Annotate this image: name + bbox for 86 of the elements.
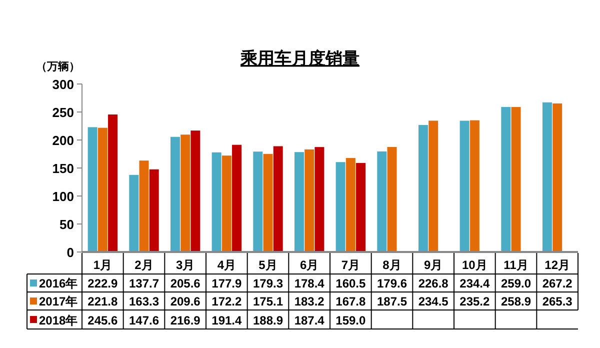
bar	[346, 158, 356, 252]
x-tick-label: 10月	[462, 258, 488, 272]
x-tick-label: 3月	[176, 258, 195, 272]
bar	[428, 120, 438, 252]
bar	[470, 120, 480, 252]
legend-label: 2017年	[39, 294, 78, 308]
chart-title: 乘用车月度销量	[240, 49, 360, 68]
bar	[98, 128, 108, 252]
data-label: 209.6	[170, 294, 201, 308]
bar	[253, 152, 263, 252]
data-label: 179.6	[376, 276, 408, 290]
y-tick-label: 200	[52, 133, 74, 148]
y-axis-title: （万辆）	[36, 60, 80, 73]
bar	[294, 152, 304, 252]
bar	[232, 144, 242, 252]
data-label: 172.2	[212, 294, 242, 308]
bar	[356, 162, 366, 252]
y-tick-label: 0	[66, 245, 74, 260]
bar	[460, 120, 470, 252]
bar	[139, 160, 149, 252]
x-tick-label: 2月	[134, 258, 154, 272]
data-label: 188.9	[252, 314, 284, 328]
data-label: 265.3	[542, 294, 573, 308]
data-label: 178.4	[294, 276, 325, 290]
x-tick-label: 9月	[424, 258, 443, 272]
data-label: 267.2	[542, 276, 573, 290]
bar	[377, 151, 387, 252]
bar	[212, 152, 222, 252]
data-label: 137.7	[128, 276, 160, 290]
x-tick-label: 1月	[93, 258, 112, 272]
data-label: 216.9	[170, 314, 201, 328]
bar	[542, 102, 552, 252]
bar	[108, 114, 118, 252]
x-tick-label: 4月	[217, 258, 236, 272]
legend-label: 2016年	[39, 276, 78, 290]
data-label: 175.1	[252, 294, 284, 308]
data-label: 160.5	[336, 276, 366, 290]
bar	[273, 146, 283, 252]
data-label: 258.9	[500, 294, 532, 308]
x-tick-label: 12月	[544, 258, 570, 272]
data-label: 159.0	[336, 314, 366, 328]
y-tick-label: 300	[52, 77, 74, 92]
bar	[263, 154, 273, 252]
data-label: 234.5	[418, 294, 449, 308]
bar	[304, 149, 314, 252]
bar	[387, 147, 397, 252]
bar	[552, 103, 562, 252]
bar	[129, 174, 139, 252]
y-tick-label: 100	[52, 189, 74, 204]
data-label: 191.4	[212, 314, 242, 328]
bar	[170, 136, 180, 252]
data-label: 221.8	[88, 294, 118, 308]
data-label: 205.6	[170, 276, 201, 290]
data-label: 226.8	[418, 276, 449, 290]
x-tick-label: 11月	[504, 258, 528, 272]
data-label: 167.8	[336, 294, 366, 308]
data-label: 259.0	[500, 276, 532, 290]
bar	[501, 106, 511, 252]
data-label: 235.2	[460, 294, 490, 308]
x-tick-label: 8月	[382, 258, 402, 272]
y-tick-label: 250	[52, 105, 74, 120]
data-label: 187.4	[294, 314, 325, 328]
data-label: 147.6	[128, 314, 160, 328]
y-tick-label: 150	[52, 161, 74, 176]
bar	[88, 127, 98, 252]
bar	[511, 107, 521, 252]
bar	[418, 124, 428, 252]
data-label: 234.4	[460, 276, 490, 290]
data-label: 163.3	[128, 294, 160, 308]
data-label: 187.5	[376, 294, 408, 308]
x-tick-label: 7月	[341, 258, 360, 272]
data-label: 245.6	[88, 314, 118, 328]
data-label: 222.9	[88, 276, 118, 290]
data-label: 177.9	[212, 276, 242, 290]
x-tick-label: 6月	[300, 258, 319, 272]
bar	[314, 147, 324, 252]
data-label: 183.2	[294, 294, 325, 308]
data-label: 179.3	[252, 276, 284, 290]
bar	[190, 130, 200, 252]
x-tick-label: 5月	[258, 258, 278, 272]
y-tick-label: 50	[60, 217, 74, 232]
legend-label: 2018年	[39, 314, 78, 328]
bar	[222, 156, 232, 252]
bar	[336, 162, 346, 252]
bar	[149, 169, 159, 252]
bar	[180, 134, 190, 252]
